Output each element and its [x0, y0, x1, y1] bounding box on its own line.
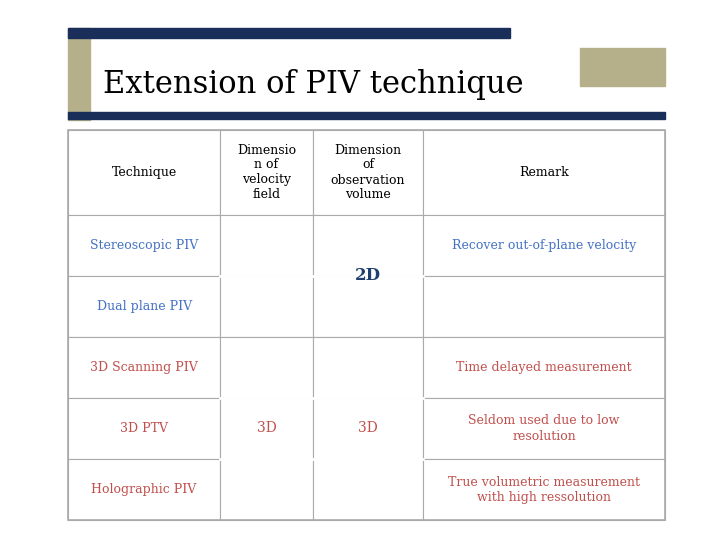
Text: 2D: 2D: [355, 267, 381, 285]
Bar: [220, 130, 312, 215]
Bar: [312, 398, 423, 459]
Bar: [68, 459, 220, 520]
Text: 3D Scanning PIV: 3D Scanning PIV: [90, 361, 198, 374]
Text: Extension of PIV technique: Extension of PIV technique: [103, 70, 523, 100]
Text: Dual plane PIV: Dual plane PIV: [96, 300, 192, 313]
Text: Technique: Technique: [112, 166, 176, 179]
Text: 3D: 3D: [256, 422, 276, 435]
Bar: [423, 276, 665, 337]
Bar: [68, 28, 90, 120]
Bar: [312, 130, 423, 215]
Bar: [68, 112, 665, 119]
Bar: [220, 398, 312, 459]
Text: Remark: Remark: [519, 166, 569, 179]
Text: True volumetric measurement
with high ressolution: True volumetric measurement with high re…: [448, 476, 640, 503]
Bar: [312, 337, 423, 398]
Bar: [312, 215, 423, 276]
Bar: [220, 276, 312, 337]
Bar: [423, 459, 665, 520]
Text: Dimensio
n of
velocity
field: Dimensio n of velocity field: [237, 144, 296, 201]
Bar: [68, 398, 220, 459]
Bar: [423, 337, 665, 398]
Text: 3D PTV: 3D PTV: [120, 422, 168, 435]
Bar: [220, 337, 312, 398]
Bar: [68, 28, 510, 38]
Bar: [220, 459, 312, 520]
Bar: [423, 130, 665, 215]
Text: Stereoscopic PIV: Stereoscopic PIV: [90, 239, 198, 252]
Bar: [68, 276, 220, 337]
Text: Dimension
of
observation
volume: Dimension of observation volume: [330, 144, 405, 201]
Bar: [220, 215, 312, 276]
Text: Holographic PIV: Holographic PIV: [91, 483, 197, 496]
Text: Recover out-of-plane velocity: Recover out-of-plane velocity: [452, 239, 636, 252]
Text: 3D: 3D: [358, 422, 378, 435]
Text: Seldom used due to low
resolution: Seldom used due to low resolution: [469, 415, 620, 442]
Bar: [68, 130, 665, 520]
Bar: [68, 337, 220, 398]
Bar: [312, 276, 423, 337]
Bar: [580, 48, 665, 86]
Bar: [423, 398, 665, 459]
Bar: [68, 215, 220, 276]
Bar: [68, 130, 220, 215]
Text: Time delayed measurement: Time delayed measurement: [456, 361, 632, 374]
Bar: [423, 215, 665, 276]
Bar: [312, 459, 423, 520]
